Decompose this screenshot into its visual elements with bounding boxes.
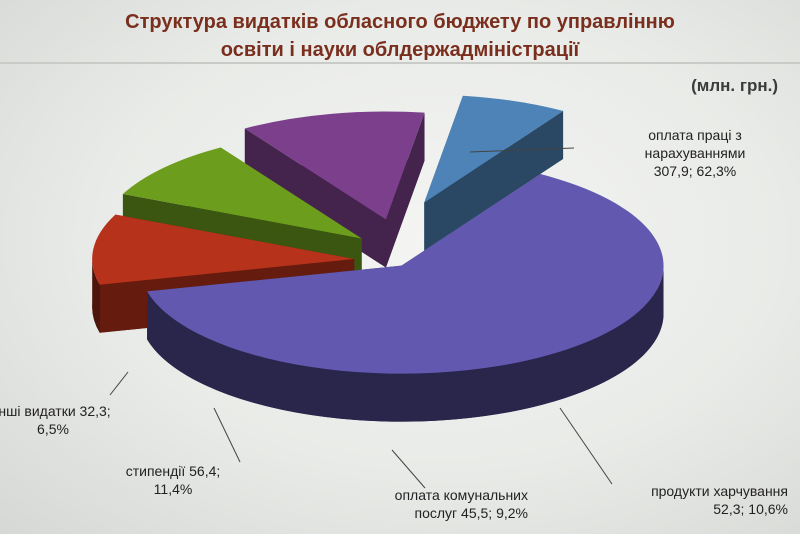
chart-title: Структура видатків обласного бюджету по … [0, 8, 800, 64]
pie-slice [424, 95, 564, 251]
slice-label-line: продукти харчування [651, 483, 788, 499]
chart-title-line-1: Структура видатків обласного бюджету по … [125, 11, 675, 33]
unit-label: (млн. грн.) [691, 76, 778, 95]
slice-label: оплата комунальних послуг 45,5; 9,2% [340, 486, 528, 522]
slice-label: стипендії 56,4; 11,4% [108, 462, 238, 498]
leader-line [109, 371, 129, 396]
slice-label: інші видатки 32,3; 6,5% [0, 402, 114, 438]
chart-title-line-2: освіти і науки облдержадміністрації [220, 39, 580, 61]
slice-label-line: стипендії 56,4; [125, 463, 221, 479]
leader-line [391, 449, 426, 489]
slice-label: продукти харчування 52,3; 10,6% [600, 482, 788, 518]
slice-label: оплата праці з нарахуваннями 307,9; 62,3% [590, 126, 800, 180]
leader-line [469, 147, 575, 153]
pie-slice [147, 174, 664, 422]
leader-line [213, 407, 241, 463]
slice-label-line: 52,3; 10,6% [713, 501, 788, 517]
slice-label-line: нарахуваннями [644, 145, 746, 161]
slice-label-line: оплата комунальних [394, 487, 528, 503]
slice-label-line: інші видатки 32,3; [0, 403, 111, 419]
leader-line [559, 407, 613, 485]
slice-label-line: 11,4% [153, 481, 193, 497]
title-divider [0, 62, 800, 64]
slice-label-line: оплата праці з [648, 127, 742, 143]
slice-label-line: 307,9; 62,3% [653, 163, 737, 179]
slice-label-line: 6,5% [37, 421, 69, 437]
slice-label-line: послуг 45,5; 9,2% [414, 505, 528, 521]
